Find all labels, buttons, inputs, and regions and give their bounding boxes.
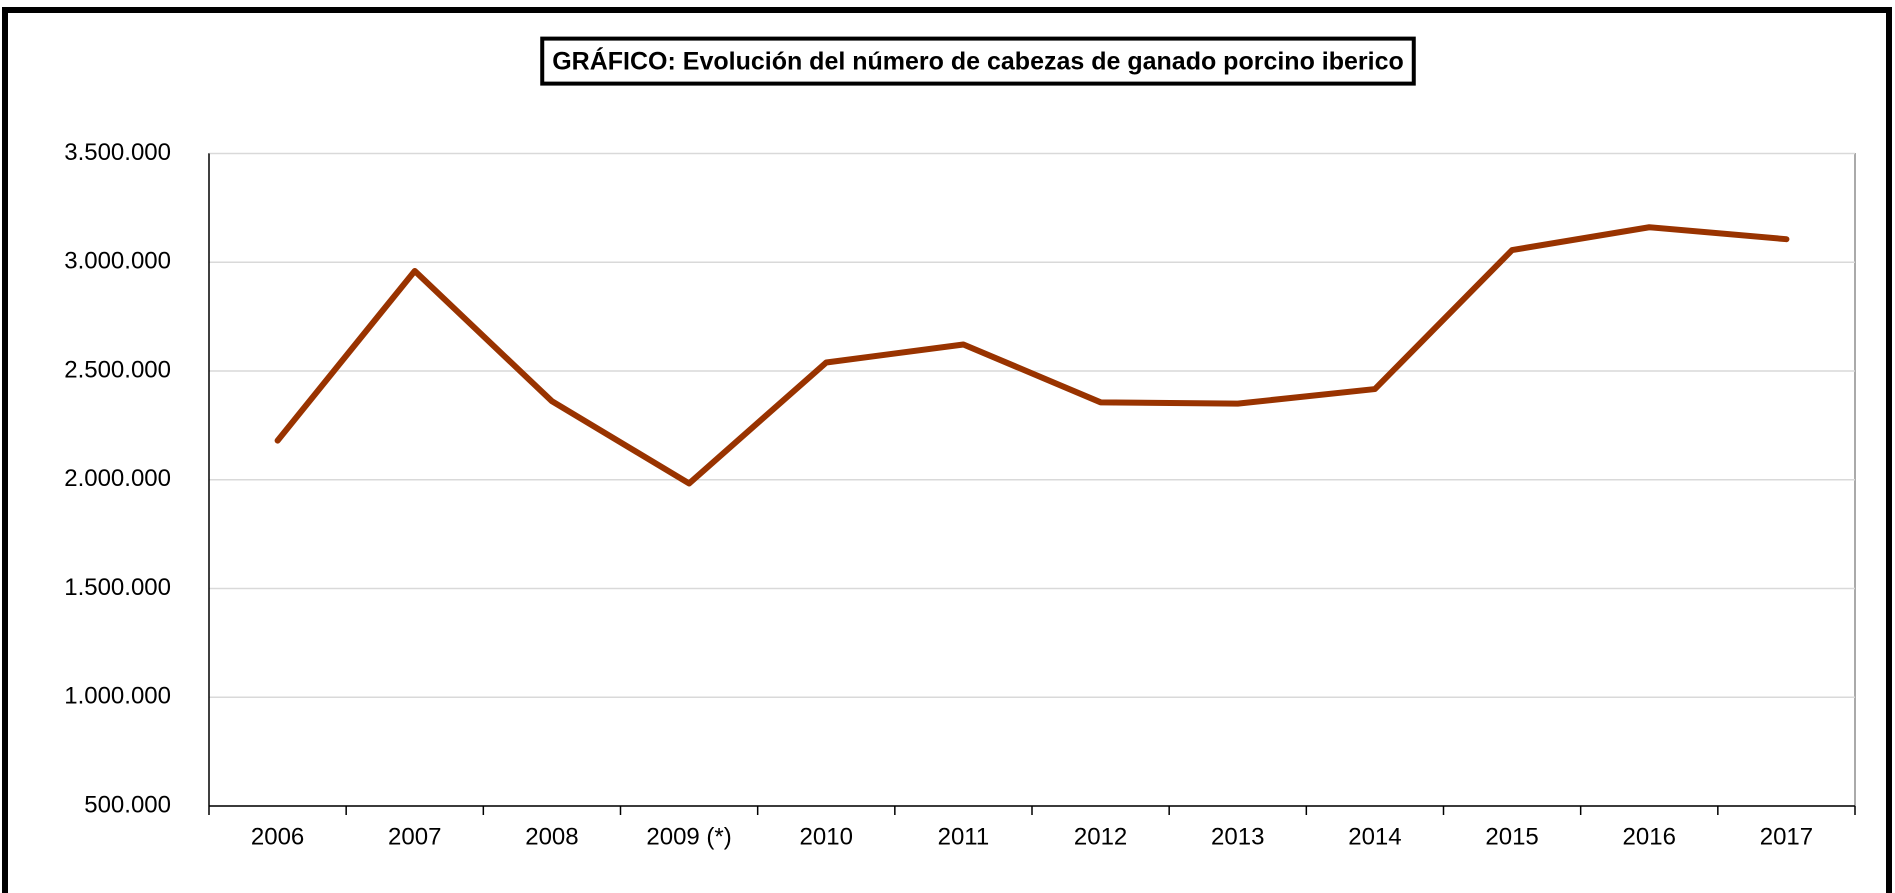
y-tick-label: 500.000	[84, 791, 171, 818]
x-tick-label: 2015	[1485, 823, 1538, 850]
x-tick-label: 2017	[1760, 823, 1813, 850]
x-tick-label: 2011	[938, 823, 990, 850]
y-tick-label: 1.500.000	[64, 574, 171, 601]
x-tick-label: 2008	[525, 823, 578, 850]
x-tick-label: 2006	[251, 823, 304, 850]
x-tick-label: 2014	[1348, 823, 1401, 850]
x-tick-label: 2016	[1623, 823, 1676, 850]
data-line	[274, 224, 1790, 487]
y-tick-label: 1.000.000	[64, 683, 171, 710]
y-tick-label: 3.000.000	[64, 248, 171, 275]
chart-frame	[2, 7, 1892, 893]
x-tick-label: 2010	[800, 823, 853, 850]
x-tick-label: 2013	[1211, 823, 1264, 850]
x-tick-label: 2012	[1074, 823, 1127, 850]
y-tick-label: 3.500.000	[64, 139, 171, 166]
x-tick-label: 2009 (*)	[646, 823, 731, 850]
y-tick-label: 2.500.000	[64, 356, 171, 383]
y-tick-label: 2.000.000	[64, 465, 171, 492]
title-box	[540, 36, 1416, 86]
chart-title: GRÁFICO: Evolución del número de cabezas…	[552, 47, 1404, 76]
x-tick-label: 2007	[388, 823, 441, 850]
